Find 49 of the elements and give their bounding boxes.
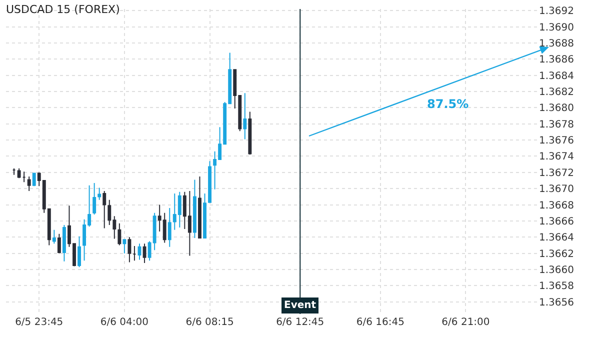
y-tick-label: 1.3692 — [539, 6, 574, 18]
candlestick — [27, 176, 31, 192]
candlestick — [78, 236, 82, 268]
candlestick — [22, 171, 26, 183]
y-tick-label: 1.3664 — [539, 232, 574, 244]
y-tick-label: 1.3662 — [539, 248, 574, 260]
x-tick-label: 6/6 21:00 — [442, 317, 490, 328]
y-tick-label: 1.3656 — [539, 297, 574, 308]
y-tick-label: 1.3688 — [539, 38, 574, 50]
x-tick-label: 6/6 04:00 — [100, 317, 148, 328]
y-tick-label: 1.3682 — [539, 87, 574, 98]
candlestick — [118, 222, 122, 246]
candlestick — [128, 236, 132, 263]
chart-title: USDCAD 15 (FOREX) — [6, 2, 120, 16]
y-tick-label: 1.3670 — [539, 184, 574, 196]
x-tick-label: 6/6 12:45 — [276, 317, 324, 328]
y-tick-label: 1.3672 — [539, 168, 574, 179]
candlestick — [248, 111, 252, 156]
candlestick — [98, 187, 102, 200]
y-tick-label: 1.3676 — [539, 136, 574, 147]
y-tick-label: 1.3686 — [539, 54, 574, 66]
candlestick — [142, 243, 146, 264]
y-tick-label: 1.3680 — [539, 103, 574, 114]
candlestick — [138, 243, 142, 260]
candlestick — [92, 182, 96, 215]
candlestick — [122, 239, 126, 254]
candlestick — [192, 179, 196, 238]
y-tick-label: 1.3668 — [539, 200, 574, 212]
y-tick-label: 1.3690 — [539, 22, 574, 34]
x-tick-label: 6/6 08:15 — [186, 317, 234, 328]
candlestick — [62, 224, 66, 262]
candlestick — [17, 168, 21, 179]
candlestick — [52, 229, 56, 244]
x-tick-label: 6/5 23:45 — [15, 317, 64, 328]
candlestick — [12, 168, 16, 176]
candlestick — [132, 246, 136, 262]
annotation: 87.5% — [427, 97, 469, 111]
y-tick-label: 1.3666 — [539, 216, 574, 228]
x-tick-label: 6/6 16:45 — [356, 317, 404, 328]
candlestick — [198, 176, 202, 238]
ref-line-label: Event — [284, 300, 316, 311]
y-tick-label: 1.3658 — [539, 281, 574, 292]
candlestick — [32, 172, 36, 187]
y-tick-label: 1.3660 — [539, 265, 574, 276]
y-tick-label: 1.3678 — [539, 119, 574, 130]
candlestick — [57, 233, 61, 254]
candlestick — [243, 92, 247, 140]
y-tick-label: 1.3674 — [539, 152, 574, 163]
y-tick-label: 1.3684 — [539, 70, 574, 82]
